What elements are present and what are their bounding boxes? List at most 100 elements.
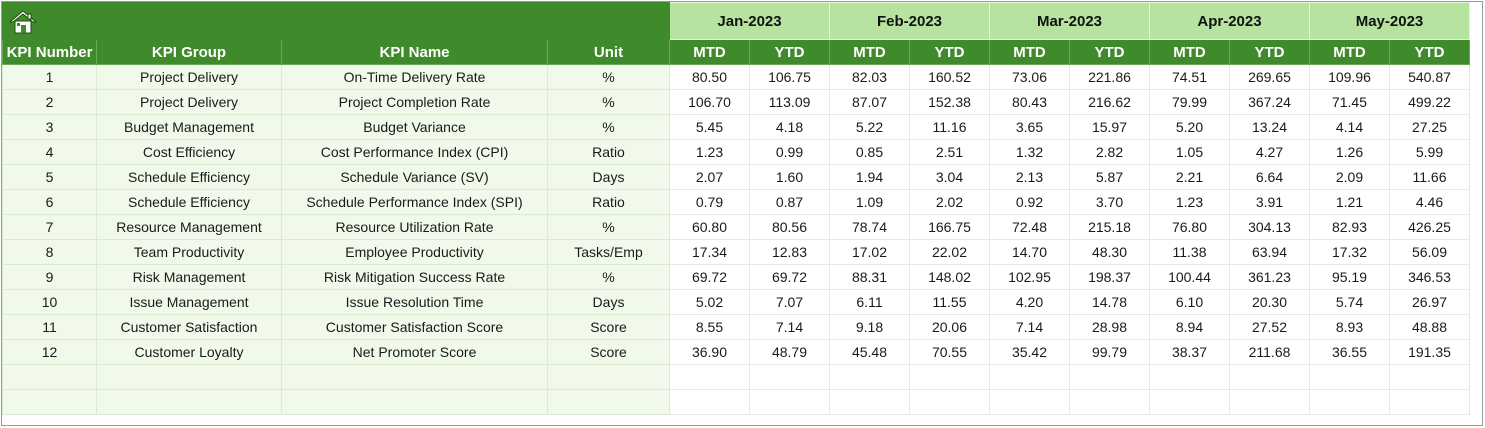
cell-ytd-value[interactable]: 106.75 xyxy=(749,64,830,90)
cell-mtd-value[interactable]: 8.55 xyxy=(669,314,750,340)
cell-unit[interactable]: Ratio xyxy=(547,189,670,215)
cell-mtd-value[interactable]: 95.19 xyxy=(1309,264,1390,290)
empty-cell[interactable] xyxy=(547,389,670,415)
cell-ytd-value[interactable]: 2.51 xyxy=(909,139,990,165)
cell-kpi-name[interactable]: Risk Mitigation Success Rate xyxy=(281,264,548,290)
empty-cell[interactable] xyxy=(1149,364,1230,390)
cell-mtd-value[interactable]: 5.45 xyxy=(669,114,750,140)
cell-ytd-value[interactable]: 4.46 xyxy=(1389,189,1470,215)
cell-kpi-group[interactable]: Project Delivery xyxy=(96,89,282,115)
cell-kpi-number[interactable]: 8 xyxy=(2,239,97,265)
cell-kpi-number[interactable]: 6 xyxy=(2,189,97,215)
cell-ytd-value[interactable]: 540.87 xyxy=(1389,64,1470,90)
cell-unit[interactable]: % xyxy=(547,64,670,90)
cell-ytd-value[interactable]: 20.30 xyxy=(1229,289,1310,315)
cell-kpi-group[interactable]: Team Productivity xyxy=(96,239,282,265)
cell-unit[interactable]: % xyxy=(547,114,670,140)
cell-kpi-number[interactable]: 11 xyxy=(2,314,97,340)
cell-ytd-value[interactable]: 63.94 xyxy=(1229,239,1310,265)
cell-mtd-value[interactable]: 5.02 xyxy=(669,289,750,315)
cell-mtd-value[interactable]: 71.45 xyxy=(1309,89,1390,115)
cell-unit[interactable]: % xyxy=(547,214,670,240)
cell-ytd-value[interactable]: 69.72 xyxy=(749,264,830,290)
cell-kpi-group[interactable]: Schedule Efficiency xyxy=(96,164,282,190)
empty-cell[interactable] xyxy=(96,364,282,390)
cell-ytd-value[interactable]: 80.56 xyxy=(749,214,830,240)
empty-cell[interactable] xyxy=(1069,364,1150,390)
cell-ytd-value[interactable]: 56.09 xyxy=(1389,239,1470,265)
cell-kpi-number[interactable]: 7 xyxy=(2,214,97,240)
cell-kpi-name[interactable]: On-Time Delivery Rate xyxy=(281,64,548,90)
cell-mtd-value[interactable]: 9.18 xyxy=(829,314,910,340)
cell-mtd-value[interactable]: 88.31 xyxy=(829,264,910,290)
cell-ytd-value[interactable]: 346.53 xyxy=(1389,264,1470,290)
cell-unit[interactable]: % xyxy=(547,89,670,115)
cell-mtd-value[interactable]: 1.09 xyxy=(829,189,910,215)
cell-kpi-group[interactable]: Issue Management xyxy=(96,289,282,315)
cell-kpi-name[interactable]: Project Completion Rate xyxy=(281,89,548,115)
empty-cell[interactable] xyxy=(749,389,830,415)
cell-mtd-value[interactable]: 1.23 xyxy=(1149,189,1230,215)
cell-ytd-value[interactable]: 26.97 xyxy=(1389,289,1470,315)
cell-ytd-value[interactable]: 22.02 xyxy=(909,239,990,265)
empty-cell[interactable] xyxy=(547,364,670,390)
cell-mtd-value[interactable]: 3.65 xyxy=(989,114,1070,140)
empty-cell[interactable] xyxy=(909,364,990,390)
cell-mtd-value[interactable]: 2.07 xyxy=(669,164,750,190)
cell-ytd-value[interactable]: 27.52 xyxy=(1229,314,1310,340)
cell-ytd-value[interactable]: 198.37 xyxy=(1069,264,1150,290)
cell-mtd-value[interactable]: 36.90 xyxy=(669,339,750,365)
cell-mtd-value[interactable]: 78.74 xyxy=(829,214,910,240)
empty-cell[interactable] xyxy=(1309,364,1390,390)
cell-unit[interactable]: Score xyxy=(547,314,670,340)
cell-kpi-group[interactable]: Budget Management xyxy=(96,114,282,140)
empty-cell[interactable] xyxy=(1149,389,1230,415)
cell-kpi-name[interactable]: Schedule Variance (SV) xyxy=(281,164,548,190)
cell-ytd-value[interactable]: 5.99 xyxy=(1389,139,1470,165)
cell-ytd-value[interactable]: 191.35 xyxy=(1389,339,1470,365)
cell-mtd-value[interactable]: 2.09 xyxy=(1309,164,1390,190)
empty-cell[interactable] xyxy=(749,364,830,390)
cell-mtd-value[interactable]: 73.06 xyxy=(989,64,1070,90)
cell-mtd-value[interactable]: 102.95 xyxy=(989,264,1070,290)
empty-cell[interactable] xyxy=(1389,389,1470,415)
cell-mtd-value[interactable]: 0.92 xyxy=(989,189,1070,215)
empty-cell[interactable] xyxy=(1309,389,1390,415)
cell-mtd-value[interactable]: 17.02 xyxy=(829,239,910,265)
cell-ytd-value[interactable]: 148.02 xyxy=(909,264,990,290)
cell-ytd-value[interactable]: 14.78 xyxy=(1069,289,1150,315)
cell-mtd-value[interactable]: 45.48 xyxy=(829,339,910,365)
cell-mtd-value[interactable]: 1.23 xyxy=(669,139,750,165)
cell-mtd-value[interactable]: 69.72 xyxy=(669,264,750,290)
cell-mtd-value[interactable]: 0.79 xyxy=(669,189,750,215)
cell-mtd-value[interactable]: 74.51 xyxy=(1149,64,1230,90)
cell-ytd-value[interactable]: 166.75 xyxy=(909,214,990,240)
cell-mtd-value[interactable]: 100.44 xyxy=(1149,264,1230,290)
empty-cell[interactable] xyxy=(989,364,1070,390)
cell-mtd-value[interactable]: 82.93 xyxy=(1309,214,1390,240)
cell-mtd-value[interactable]: 2.21 xyxy=(1149,164,1230,190)
cell-kpi-name[interactable]: Cost Performance Index (CPI) xyxy=(281,139,548,165)
cell-mtd-value[interactable]: 1.05 xyxy=(1149,139,1230,165)
cell-mtd-value[interactable]: 80.43 xyxy=(989,89,1070,115)
cell-kpi-name[interactable]: Schedule Performance Index (SPI) xyxy=(281,189,548,215)
empty-cell[interactable] xyxy=(281,364,548,390)
cell-kpi-group[interactable]: Risk Management xyxy=(96,264,282,290)
empty-cell[interactable] xyxy=(669,364,750,390)
empty-cell[interactable] xyxy=(281,389,548,415)
cell-mtd-value[interactable]: 80.50 xyxy=(669,64,750,90)
cell-kpi-number[interactable]: 9 xyxy=(2,264,97,290)
cell-mtd-value[interactable]: 79.99 xyxy=(1149,89,1230,115)
cell-mtd-value[interactable]: 76.80 xyxy=(1149,214,1230,240)
empty-cell[interactable] xyxy=(1069,389,1150,415)
cell-ytd-value[interactable]: 426.25 xyxy=(1389,214,1470,240)
cell-ytd-value[interactable]: 5.87 xyxy=(1069,164,1150,190)
cell-kpi-group[interactable]: Customer Loyalty xyxy=(96,339,282,365)
cell-ytd-value[interactable]: 367.24 xyxy=(1229,89,1310,115)
cell-mtd-value[interactable]: 5.20 xyxy=(1149,114,1230,140)
cell-mtd-value[interactable]: 38.37 xyxy=(1149,339,1230,365)
cell-mtd-value[interactable]: 1.94 xyxy=(829,164,910,190)
empty-cell[interactable] xyxy=(1229,389,1310,415)
cell-mtd-value[interactable]: 17.32 xyxy=(1309,239,1390,265)
cell-mtd-value[interactable]: 1.21 xyxy=(1309,189,1390,215)
